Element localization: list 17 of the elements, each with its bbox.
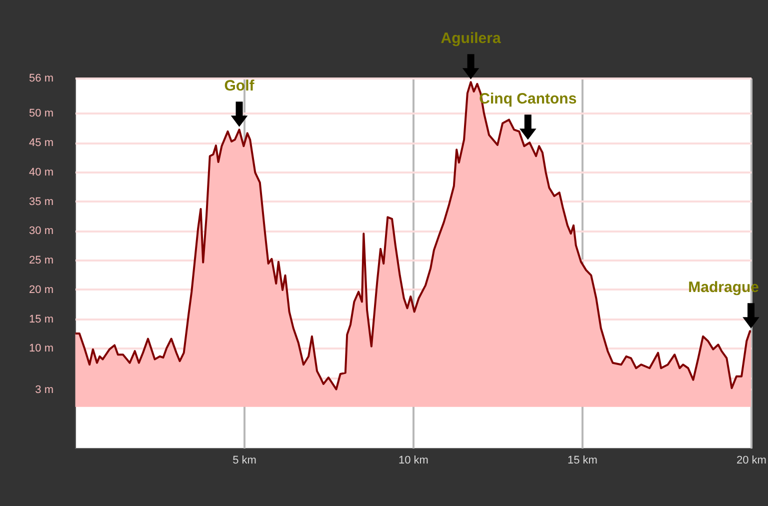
y-tick-label: 40 m [29, 166, 54, 178]
x-tick-label: 15 km [568, 454, 598, 466]
x-tick-label: 10 km [398, 454, 428, 466]
y-tick-label: 45 m [29, 137, 54, 150]
y-tick-label: 50 m [29, 108, 54, 120]
y-tick-label: 3 m [35, 384, 54, 396]
y-tick-label: 10 m [29, 342, 54, 355]
annotation: Aguilera [440, 30, 502, 48]
y-tick-label: 15 m [29, 313, 54, 326]
y-tick-label: 30 m [29, 225, 54, 238]
y-tick-label: 35 m [29, 196, 54, 208]
y-tick-label: 25 m [29, 254, 54, 267]
x-tick-label: 20 km [736, 454, 766, 466]
x-tick-label: 5 km [232, 454, 256, 466]
y-tick-label: 56 m [29, 72, 54, 84]
y-tick-label: 20 m [29, 284, 54, 296]
annotation: Golf [224, 78, 256, 95]
